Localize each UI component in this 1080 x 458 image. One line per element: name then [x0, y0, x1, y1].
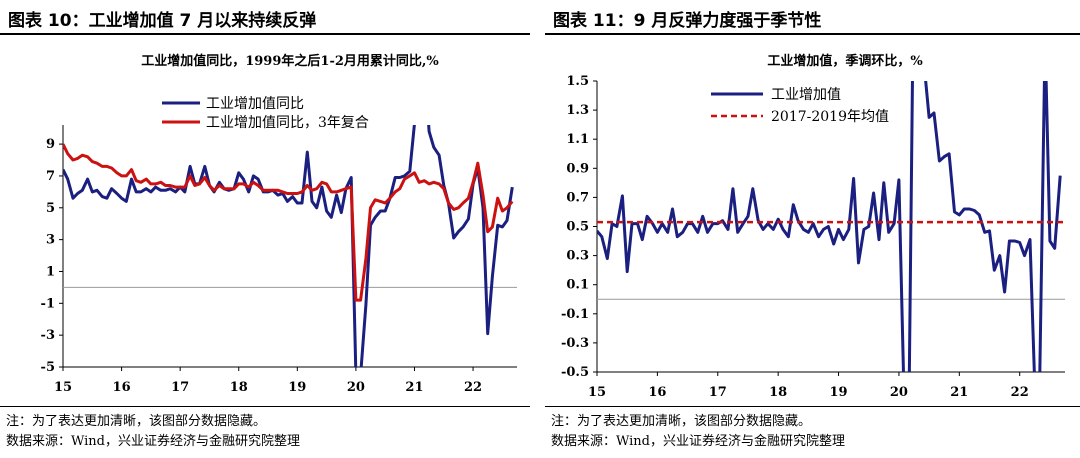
- y-tick-label: 9: [46, 137, 55, 152]
- figure-title: 图表 10：工业增加值 7 月以来持续反弹: [8, 11, 317, 31]
- series-line-mom: [597, 81, 1062, 372]
- legend-label-yoy3: 工业增加值同比，3年复合: [206, 114, 369, 131]
- x-tick-label: 21: [405, 380, 423, 395]
- x-tick-label: 17: [709, 385, 727, 400]
- x-tick-label: 19: [288, 380, 306, 395]
- y-tick-label: -0.1: [561, 307, 589, 322]
- x-tick-label: 17: [171, 380, 189, 395]
- y-tick-label: -1: [41, 296, 55, 311]
- y-tick-label: 0.1: [566, 278, 589, 293]
- y-tick-label: 0.9: [566, 161, 589, 176]
- y-tick-label: -0.5: [561, 365, 589, 380]
- source: 数据来源：Wind，兴业证券经济与金融研究院整理: [6, 434, 300, 449]
- y-tick-label: 1.1: [566, 132, 589, 147]
- legend-label-yoy: 工业增加值同比: [206, 96, 304, 112]
- x-tick-label: 15: [588, 385, 606, 400]
- y-tick-label: 1: [46, 264, 55, 279]
- chart-title: 工业增加值，季调环比，%: [767, 53, 923, 69]
- legend-label-mom: 工业增加值: [771, 87, 841, 103]
- y-tick-label: -3: [41, 328, 55, 343]
- y-tick-label: 0.3: [566, 249, 589, 264]
- x-tick-label: 20: [347, 380, 365, 395]
- y-tick-label: -0.3: [561, 336, 589, 351]
- right-panel: 图表 11：9 月反弹力度强于季节性 工业增加值，季调环比，% 1.5 1.3 1.…: [545, 0, 1080, 458]
- x-tick-label: 22: [464, 380, 482, 395]
- x-tick-label: 19: [830, 385, 848, 400]
- y-tick-label: 3: [46, 233, 55, 248]
- source: 数据来源：Wind，兴业证券经济与金融研究院整理: [551, 434, 845, 449]
- x-tick-label: 22: [1011, 385, 1029, 400]
- x-tick-label: 20: [890, 385, 908, 400]
- footer-rule: [545, 406, 1080, 407]
- title-rule: [0, 33, 530, 35]
- legend: 工业增加值 2017-2019年均值: [700, 80, 910, 130]
- footer-rule: [0, 406, 530, 407]
- x-tick-label: 16: [648, 385, 666, 400]
- legend: 工业增加值同比 工业增加值同比，3年复合: [162, 96, 369, 131]
- x-tick-label: 18: [230, 380, 248, 395]
- left-panel: 图表 10：工业增加值 7 月以来持续反弹 工业增加值同比，1999年之后1-2…: [0, 0, 530, 458]
- plot-area: 9 7 5 3 1 -1 -3 -5 15 16 17 18 19 20 21 22: [41, 125, 517, 395]
- legend-background: [700, 80, 910, 130]
- series-line-yoy3: [63, 143, 514, 302]
- chart-title: 工业增加值同比，1999年之后1-2月用累计同比,%: [141, 53, 439, 69]
- x-tick-label: 16: [113, 380, 131, 395]
- chart-mom: 工业增加值，季调环比，% 1.5 1.3 1.1 0.9 0.7 0.5 0.3 0.1 -0.…: [561, 53, 1065, 400]
- x-tick-label: 18: [769, 385, 787, 400]
- y-tick-label: 5: [46, 201, 55, 216]
- y-tick-label: 0.7: [566, 190, 589, 205]
- y-tick-label: -5: [41, 360, 55, 375]
- note: 注：为了表达更加清晰，该图部分数据隐藏。: [6, 414, 267, 429]
- y-tick-label: 1.5: [566, 74, 589, 89]
- y-tick-label: 7: [46, 169, 55, 184]
- title-rule: [545, 33, 1080, 35]
- x-tick-label: 21: [950, 385, 968, 400]
- y-tick-label: 1.3: [566, 103, 589, 118]
- chart-yoy: 工业增加值同比，1999年之后1-2月用累计同比,% 9 7 5 3 1 -1 -3 -5 15…: [41, 53, 517, 395]
- figure-title: 图表 11：9 月反弹力度强于季节性: [553, 11, 822, 31]
- legend-label-avg: 2017-2019年均值: [771, 109, 889, 125]
- plot-area: 1.5 1.3 1.1 0.9 0.7 0.5 0.3 0.1 -0.1 -0.3 -0.5 15 16…: [561, 74, 1065, 400]
- series-line-yoy: [63, 125, 514, 367]
- y-tick-label: 0.5: [566, 220, 589, 235]
- note: 注：为了表达更加清晰，该图部分数据隐藏。: [551, 414, 812, 429]
- x-tick-label: 15: [54, 380, 72, 395]
